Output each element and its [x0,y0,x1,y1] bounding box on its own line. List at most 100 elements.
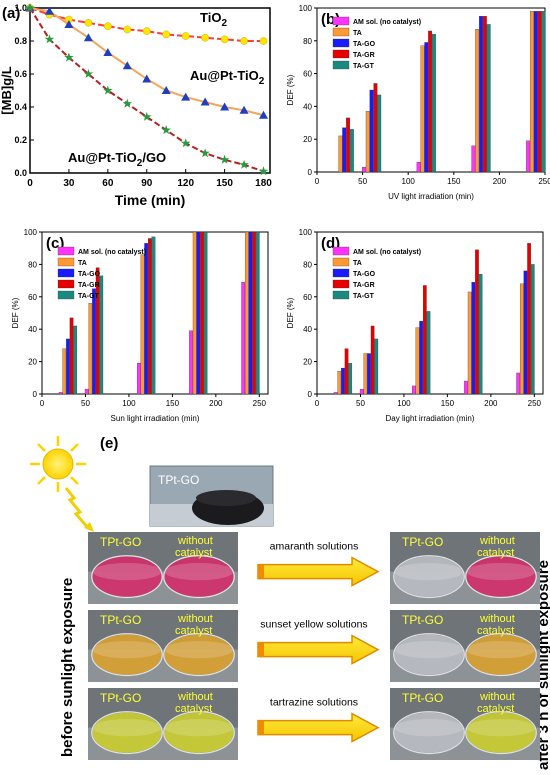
beaker-label-catalyst: catalyst [175,703,212,715]
beaker-label-catalyst: catalyst [477,703,514,715]
data-point [181,92,191,101]
x-tick-label: 180 [255,178,272,189]
beaker-solution [466,556,536,597]
x-tick-label: 150 [166,399,180,408]
y-tick-label: 0 [308,168,313,177]
data-point [123,25,132,34]
y-tick-label: 0 [308,390,313,399]
legend-swatch [57,290,75,300]
beaker-rim [393,633,465,677]
bar [523,270,528,395]
bar [348,363,353,395]
bar [420,45,425,173]
bar [432,34,436,173]
data-point [142,27,151,35]
legend-entry: TA-GR [353,52,375,59]
bar [422,285,427,395]
light-ray-icon [64,487,90,529]
right-arrow-icon [257,556,380,587]
bar [464,380,468,395]
legend-swatch [332,268,350,278]
data-point [25,3,35,12]
x-tick-label: 200 [493,177,507,186]
x-tick-label: 30 [63,178,75,189]
legend-swatch [332,27,350,37]
data-point [44,6,54,15]
y-tick-label: 0.6 [14,69,27,79]
x-tick-label: 60 [102,178,114,189]
data-point [258,166,269,176]
bar [244,231,249,395]
x-tick-label: 0 [27,178,33,189]
beaker-label-tpt: TPt-GO [402,535,443,549]
bar [255,231,260,395]
legend-entry: TA-GR [353,282,375,289]
beaker-label-catalyst: catalyst [477,625,514,637]
data-point [103,22,112,30]
y-tick-label: 20 [303,358,312,367]
bar [467,291,472,395]
bar [252,231,256,395]
bar [486,24,491,173]
bar [151,236,156,395]
beaker-label-tpt: TPt-GO [402,613,443,627]
x-tick-label: 50 [81,399,90,408]
legend-swatch [57,257,75,267]
legend-swatch [332,290,350,300]
data-point [83,69,94,78]
beaker-solution [394,712,464,753]
legend-entry: AM sol. (no catalyst) [353,249,421,256]
x-axis-label: UV light irradiation (min) [388,192,474,201]
legend-swatch [57,268,75,278]
data-point [64,20,74,28]
bar [203,231,208,395]
bar [541,11,546,173]
bar [241,282,245,395]
y-tick-label: 80 [303,260,312,269]
chart-d: 0 50 100 150 200 250 0 20 40 60 80 100 Day light irr… [286,228,544,423]
bar [419,320,423,395]
y-tick-label: 0.0 [14,168,27,178]
bar [192,231,197,395]
legend-entry: AM sol. (no catalyst) [353,19,421,26]
legend-entry: TA [353,260,362,267]
y-tick-label: 60 [303,70,312,79]
panel-c: 0 50 100 150 200 250 0 20 40 60 80 100 Sun light irr… [0,218,275,430]
bar [62,348,67,395]
data-point [103,48,113,57]
beaker-label-tpt: TPt-GO [100,613,141,627]
beaker-label-without: without [479,691,515,703]
legend-swatch [332,257,350,267]
bar [471,145,476,173]
x-tick-label: 0 [315,177,320,186]
bar [99,275,104,395]
bar [529,11,534,173]
legend-entry: TA-GO [78,271,101,278]
bar [333,392,338,395]
bar [189,330,193,395]
bar [374,338,379,395]
y-tick-label: 100 [299,4,313,13]
bar [140,254,145,395]
beaker-solution [164,712,234,753]
legend-entry: TA [353,30,362,37]
panel-b: 0 50 100 150 200 250 0 20 40 60 80 100 UV light irra… [275,0,550,215]
bar [370,325,375,395]
bar [527,243,531,395]
panel-label-a: (a) [2,5,20,22]
bar [533,11,538,173]
before-exposure-label: before sunlight exposure [59,578,76,757]
series-label-2: Au@Pt-TiO2/GO [68,150,166,169]
data-point [84,19,93,27]
data-point [220,35,229,44]
beaker-solution [394,634,464,675]
beaker-label-without: without [177,691,213,703]
x-axis-label: Time (min) [115,192,186,208]
beaker-label-without: without [479,535,515,547]
bar [475,249,479,395]
bar [367,353,371,395]
